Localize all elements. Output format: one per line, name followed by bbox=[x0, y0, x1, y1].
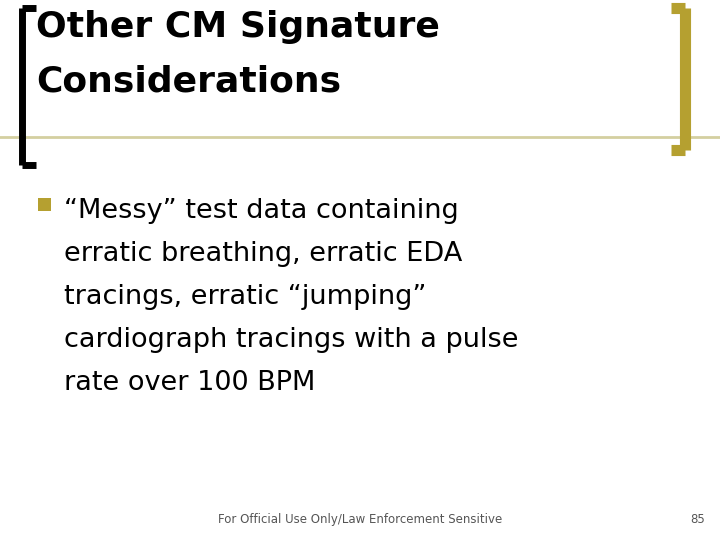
Text: cardiograph tracings with a pulse: cardiograph tracings with a pulse bbox=[64, 327, 518, 353]
Text: tracings, erratic “jumping”: tracings, erratic “jumping” bbox=[64, 284, 426, 310]
Bar bbox=[38, 198, 51, 211]
Text: For Official Use Only/Law Enforcement Sensitive: For Official Use Only/Law Enforcement Se… bbox=[218, 513, 502, 526]
Text: 85: 85 bbox=[690, 513, 705, 526]
Text: “Messy” test data containing: “Messy” test data containing bbox=[64, 198, 459, 224]
Text: Other CM Signature: Other CM Signature bbox=[36, 10, 440, 44]
Text: Considerations: Considerations bbox=[36, 65, 341, 99]
Text: rate over 100 BPM: rate over 100 BPM bbox=[64, 370, 315, 396]
Text: erratic breathing, erratic EDA: erratic breathing, erratic EDA bbox=[64, 241, 462, 267]
